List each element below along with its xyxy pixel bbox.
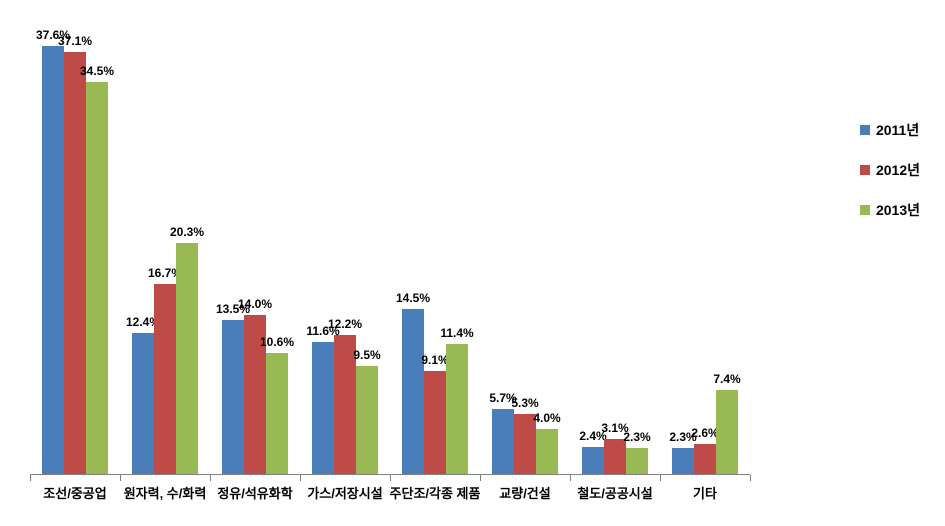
- x-axis-label: 조선/중공업: [43, 483, 106, 502]
- x-tick: [120, 475, 121, 481]
- bar: 12.4%: [132, 333, 154, 474]
- bar-rect: [582, 447, 604, 474]
- bar-value-label: 14.5%: [396, 291, 430, 305]
- bar: 20.3%: [176, 243, 198, 474]
- bar-group: 14.5%9.1%11.4%: [390, 309, 480, 474]
- x-tick: [480, 475, 481, 481]
- legend-label: 2012년: [876, 160, 920, 180]
- bar: 2.3%: [626, 448, 648, 474]
- legend-label: 2013년: [876, 200, 920, 220]
- bar-rect: [694, 444, 716, 474]
- bar-rect: [716, 390, 738, 474]
- bar-rect: [536, 429, 558, 475]
- bar: 34.5%: [86, 82, 108, 474]
- bar-rect: [86, 82, 108, 474]
- bar-rect: [446, 344, 468, 474]
- bar-rect: [154, 284, 176, 474]
- bar-rect: [176, 243, 198, 474]
- bar-rect: [312, 342, 334, 474]
- bar-value-label: 14.0%: [238, 297, 272, 311]
- legend-item: 2012년: [860, 160, 920, 180]
- bar: 9.1%: [424, 371, 446, 475]
- bar: 14.5%: [402, 309, 424, 474]
- bar: 13.5%: [222, 320, 244, 474]
- bar-rect: [64, 52, 86, 474]
- bar-value-label: 11.4%: [440, 326, 473, 340]
- legend-swatch: [860, 125, 870, 135]
- bar: 2.3%: [672, 448, 694, 474]
- legend-swatch: [860, 165, 870, 175]
- bar: 16.7%: [154, 284, 176, 474]
- x-axis-label: 교량/건설: [499, 483, 550, 502]
- bar: 5.7%: [492, 409, 514, 474]
- bar-rect: [266, 353, 288, 474]
- bar: 11.6%: [312, 342, 334, 474]
- bar-rect: [402, 309, 424, 474]
- x-tick: [390, 475, 391, 481]
- x-axis-label: 철도/공공시설: [577, 483, 652, 502]
- bar-group: 11.6%12.2%9.5%: [300, 335, 390, 474]
- bar-value-label: 2.6%: [691, 426, 718, 440]
- bar-rect: [132, 333, 154, 474]
- bar-rect: [42, 46, 64, 474]
- bar-value-label: 4.0%: [533, 411, 560, 425]
- bar-value-label: 7.4%: [713, 372, 740, 386]
- bar-group: 13.5%14.0%10.6%: [210, 315, 300, 474]
- bar: 37.6%: [42, 46, 64, 474]
- bar-group: 37.6%37.1%34.5%: [30, 46, 120, 474]
- bar-value-label: 9.5%: [353, 348, 380, 362]
- bar-value-label: 20.3%: [170, 225, 204, 239]
- bar-rect: [672, 448, 694, 474]
- bar: 9.5%: [356, 366, 378, 474]
- bar-value-label: 2.3%: [623, 430, 650, 444]
- bar: 11.4%: [446, 344, 468, 474]
- x-axis-label: 정유/석유화학: [217, 483, 292, 502]
- bar-rect: [356, 366, 378, 474]
- bar-value-label: 34.5%: [80, 64, 114, 78]
- bar: 7.4%: [716, 390, 738, 474]
- chart-legend: 2011년 2012년 2013년: [860, 120, 920, 220]
- bar: 2.6%: [694, 444, 716, 474]
- bar: 3.1%: [604, 439, 626, 474]
- bar-value-label: 5.3%: [511, 396, 538, 410]
- x-tick: [660, 475, 661, 481]
- bar-rect: [424, 371, 446, 475]
- bar-value-label: 10.6%: [260, 335, 294, 349]
- x-axis: 조선/중공업 원자력, 수/화력 정유/석유화학 가스/저장시설 주단조/각종 제품 교량…: [30, 475, 750, 505]
- bar-value-label: 9.1%: [421, 353, 448, 367]
- bar: 37.1%: [64, 52, 86, 474]
- bar-rect: [492, 409, 514, 474]
- bar-group: 12.4%16.7%20.3%: [120, 243, 210, 474]
- legend-item: 2013년: [860, 200, 920, 220]
- bar-value-label: 12.2%: [328, 317, 362, 331]
- x-axis-label: 기타: [693, 483, 717, 502]
- bar: 4.0%: [536, 429, 558, 475]
- bar-rect: [222, 320, 244, 474]
- legend-item: 2011년: [860, 120, 920, 140]
- legend-label: 2011년: [876, 120, 919, 140]
- bar: 10.6%: [266, 353, 288, 474]
- x-tick: [210, 475, 211, 481]
- x-axis-label: 원자력, 수/화력: [124, 483, 207, 502]
- x-axis-label: 주단조/각종 제품: [390, 483, 481, 502]
- bar-rect: [626, 448, 648, 474]
- x-tick: [570, 475, 571, 481]
- bar-value-label: 37.1%: [58, 34, 92, 48]
- legend-swatch: [860, 205, 870, 215]
- bar-group: 2.4%3.1%2.3%: [570, 439, 660, 474]
- chart-plot-area: 37.6%37.1%34.5%12.4%16.7%20.3%13.5%14.0%…: [30, 20, 750, 475]
- x-tick: [750, 475, 751, 481]
- bar-rect: [604, 439, 626, 474]
- bar-group: 5.7%5.3%4.0%: [480, 409, 570, 474]
- bar: 2.4%: [582, 447, 604, 474]
- bar-group: 2.3%2.6%7.4%: [660, 390, 750, 474]
- x-axis-label: 가스/저장시설: [307, 483, 382, 502]
- x-tick: [300, 475, 301, 481]
